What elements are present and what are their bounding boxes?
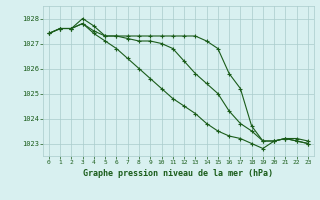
X-axis label: Graphe pression niveau de la mer (hPa): Graphe pression niveau de la mer (hPa) [84,169,273,178]
